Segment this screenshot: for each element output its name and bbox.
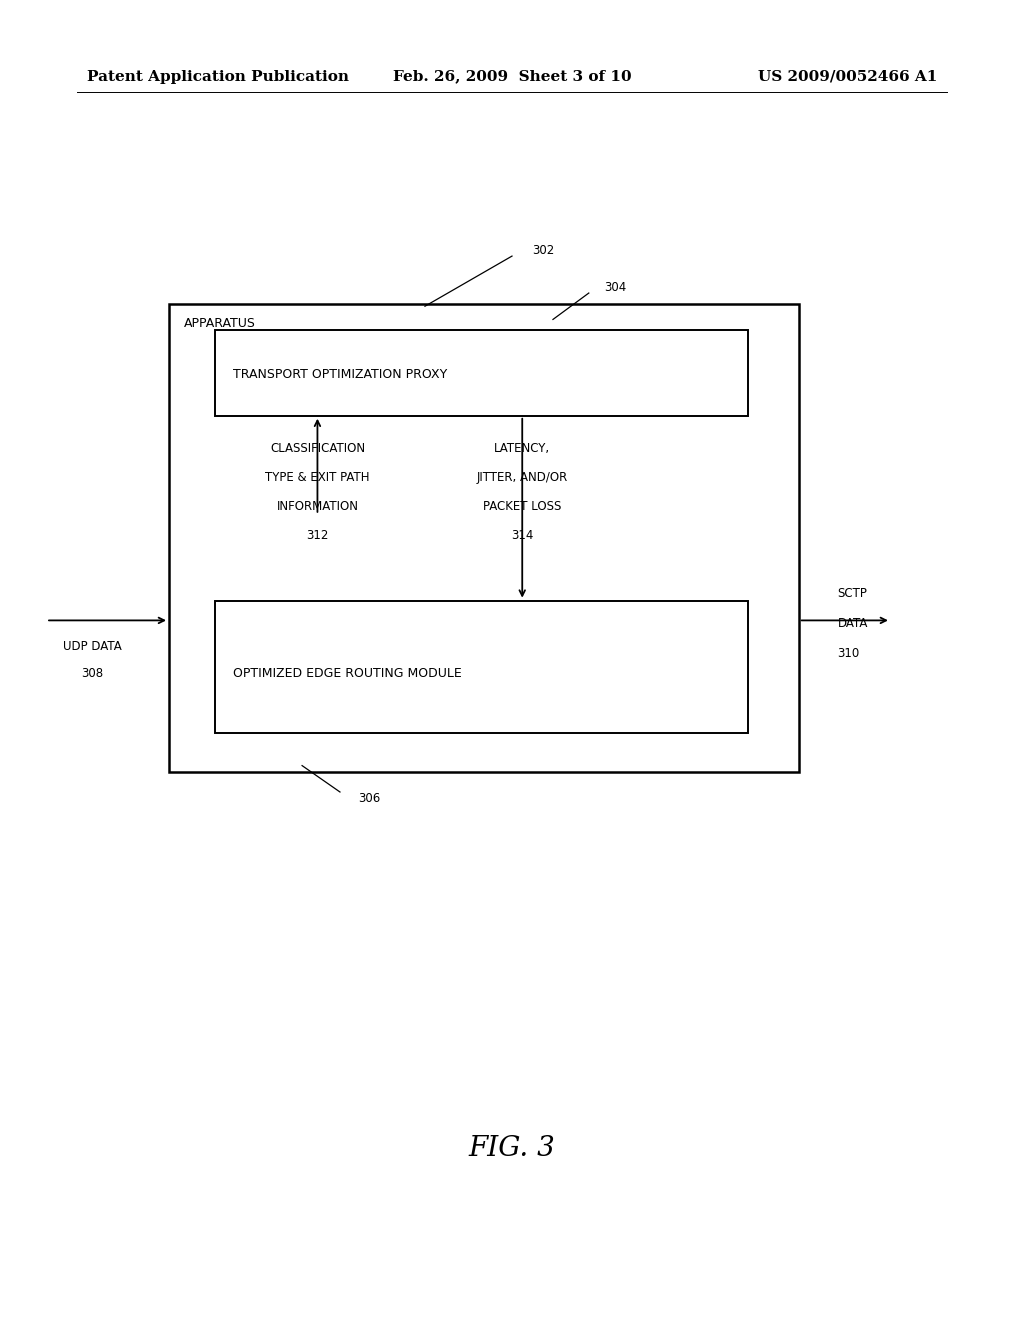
Text: TRANSPORT OPTIMIZATION PROXY: TRANSPORT OPTIMIZATION PROXY xyxy=(233,368,447,381)
Text: APPARATUS: APPARATUS xyxy=(184,317,256,330)
Text: OPTIMIZED EDGE ROUTING MODULE: OPTIMIZED EDGE ROUTING MODULE xyxy=(233,667,462,680)
Text: PACKET LOSS: PACKET LOSS xyxy=(483,500,561,513)
Text: 304: 304 xyxy=(604,281,627,294)
Text: Feb. 26, 2009  Sheet 3 of 10: Feb. 26, 2009 Sheet 3 of 10 xyxy=(392,70,632,83)
Text: 308: 308 xyxy=(81,667,103,680)
Text: 302: 302 xyxy=(532,244,555,257)
Text: 312: 312 xyxy=(306,529,329,543)
Text: JITTER, AND/OR: JITTER, AND/OR xyxy=(476,471,568,484)
Text: US 2009/0052466 A1: US 2009/0052466 A1 xyxy=(758,70,937,83)
Text: SCTP: SCTP xyxy=(838,587,867,601)
Text: FIG. 3: FIG. 3 xyxy=(469,1135,555,1162)
Text: 306: 306 xyxy=(358,792,381,805)
Text: UDP DATA: UDP DATA xyxy=(62,640,122,653)
Text: TYPE & EXIT PATH: TYPE & EXIT PATH xyxy=(265,471,370,484)
Bar xyxy=(169,304,799,772)
Text: Patent Application Publication: Patent Application Publication xyxy=(87,70,349,83)
Text: 310: 310 xyxy=(838,647,860,660)
Text: DATA: DATA xyxy=(838,616,868,630)
Bar xyxy=(215,330,748,416)
Text: LATENCY,: LATENCY, xyxy=(495,442,550,455)
Text: 314: 314 xyxy=(511,529,534,543)
Text: INFORMATION: INFORMATION xyxy=(276,500,358,513)
Text: CLASSIFICATION: CLASSIFICATION xyxy=(270,442,365,455)
Bar xyxy=(215,601,748,733)
